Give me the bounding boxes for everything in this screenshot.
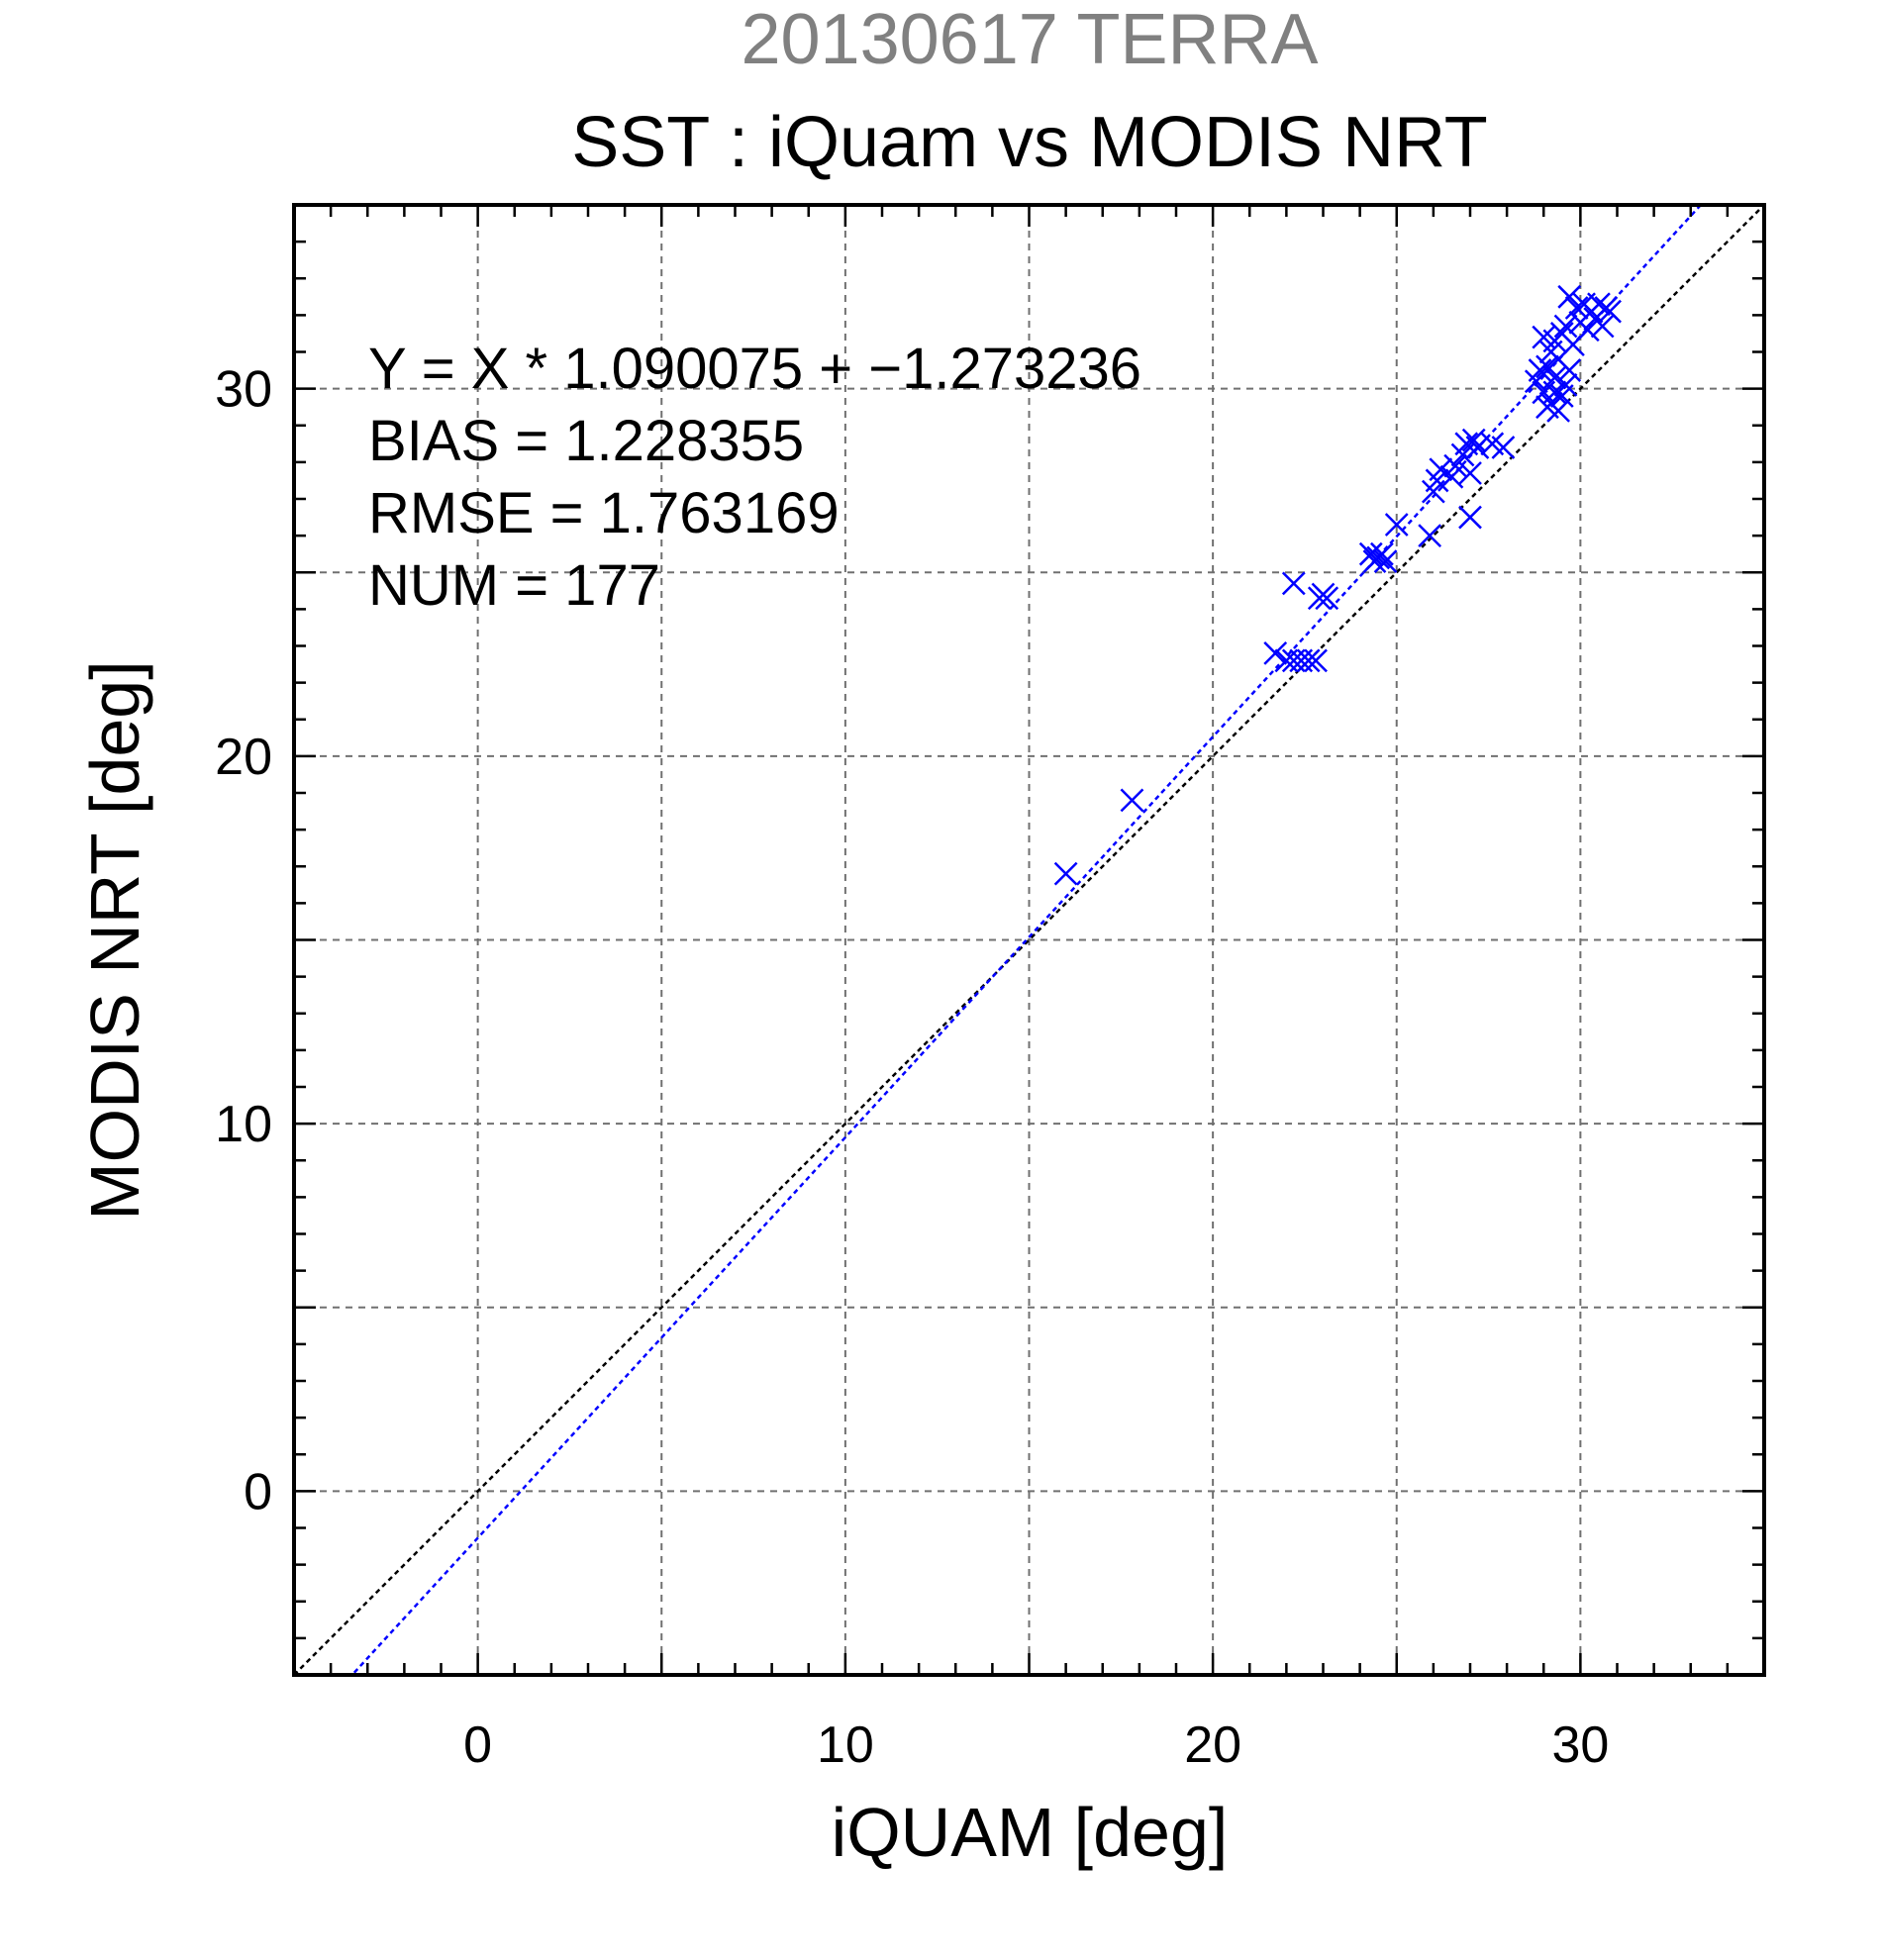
marker-stroke <box>1370 541 1394 566</box>
data-point <box>1532 325 1556 349</box>
data-point <box>1542 380 1567 405</box>
data-point <box>1553 314 1578 339</box>
marker-stroke <box>1373 549 1398 573</box>
data-point <box>1557 284 1582 309</box>
data-point <box>1587 292 1611 317</box>
marker-stroke <box>1564 296 1589 320</box>
marker-stroke <box>1053 861 1078 886</box>
data-points <box>1053 284 1622 886</box>
marker-stroke <box>1587 292 1611 317</box>
x-tick-label: 0 <box>463 1716 492 1774</box>
marker-stroke <box>1532 325 1556 349</box>
data-point <box>1557 358 1582 382</box>
num-text: NUM = 177 <box>368 553 660 618</box>
chart-subtitle: SST : iQuam vs MODIS NRT <box>571 103 1488 182</box>
y-tick-label: 30 <box>215 361 272 419</box>
marker-stroke <box>1532 380 1556 405</box>
marker-stroke <box>1491 436 1516 459</box>
data-point <box>1465 436 1490 459</box>
data-point <box>1564 296 1589 320</box>
marker-stroke <box>1598 299 1622 324</box>
fit-equation: Y = X * 1.090075 + −1.273236 <box>368 337 1141 401</box>
x-tick-label: 10 <box>817 1716 874 1774</box>
data-point <box>1575 318 1600 343</box>
marker-stroke <box>1296 648 1321 673</box>
reference-lines <box>294 205 1764 1675</box>
y-tick-label: 0 <box>244 1463 272 1520</box>
data-point <box>1528 358 1552 382</box>
marker-stroke <box>1358 541 1383 566</box>
x-tick-labels: 0 10 20 30 <box>463 1716 1609 1774</box>
marker-stroke <box>1553 373 1578 397</box>
chart-title: 20130617 TERRA <box>741 0 1318 79</box>
data-point <box>1461 428 1486 452</box>
marker-stroke <box>1575 318 1600 343</box>
bias-text: BIAS = 1.228355 <box>368 409 804 473</box>
data-point <box>1532 380 1556 405</box>
data-point <box>1491 436 1516 459</box>
data-point <box>1120 788 1144 813</box>
marker-stroke <box>1443 453 1468 478</box>
rmse-text: RMSE = 1.763169 <box>368 481 840 545</box>
grid-lines <box>294 205 1764 1675</box>
data-point <box>1443 453 1468 478</box>
x-tick-label: 30 <box>1551 1716 1609 1774</box>
data-point <box>1598 299 1622 324</box>
marker-stroke <box>1546 399 1570 423</box>
marker-stroke <box>1263 641 1288 665</box>
marker-stroke <box>1465 436 1490 459</box>
regression-line <box>350 205 1703 1675</box>
marker-stroke <box>1528 358 1552 382</box>
marker-stroke <box>1315 586 1339 611</box>
data-point <box>1053 861 1078 886</box>
marker-stroke <box>1480 432 1505 456</box>
data-point <box>1535 354 1559 379</box>
marker-stroke <box>1553 314 1578 339</box>
data-point <box>1358 541 1383 566</box>
identity-line <box>294 205 1764 1675</box>
data-point <box>1281 571 1306 596</box>
y-tick-label: 20 <box>215 729 272 786</box>
data-point <box>1263 641 1288 665</box>
marker-stroke <box>1304 648 1328 673</box>
marker-stroke <box>1458 505 1482 530</box>
marker-stroke <box>1120 788 1144 813</box>
data-point <box>1458 505 1482 530</box>
data-point <box>1590 314 1615 339</box>
marker-stroke <box>1590 314 1615 339</box>
data-point <box>1384 513 1409 537</box>
data-point <box>1304 648 1328 673</box>
data-point <box>1429 457 1453 482</box>
data-point <box>1373 549 1398 573</box>
marker-stroke <box>1535 395 1559 420</box>
marker-stroke <box>1458 461 1482 485</box>
data-point <box>1553 373 1578 397</box>
marker-stroke <box>1418 524 1442 548</box>
marker-stroke <box>1542 380 1567 405</box>
marker-stroke <box>1557 358 1582 382</box>
y-tick-label: 10 <box>215 1096 272 1153</box>
marker-stroke <box>1557 284 1582 309</box>
marker-stroke <box>1281 571 1306 596</box>
data-point <box>1418 524 1442 548</box>
data-point <box>1296 648 1321 673</box>
data-point <box>1458 461 1482 485</box>
marker-stroke <box>1384 513 1409 537</box>
x-axis-label: iQUAM [deg] <box>832 1794 1229 1871</box>
y-tick-labels: 0 10 20 30 <box>215 361 272 1521</box>
marker-stroke <box>1461 428 1486 452</box>
y-axis-label: MODIS NRT [deg] <box>76 660 153 1220</box>
data-point <box>1535 395 1559 420</box>
data-point <box>1370 541 1394 566</box>
marker-stroke <box>1454 432 1479 456</box>
x-tick-label: 20 <box>1184 1716 1241 1774</box>
plot-frame <box>292 203 1766 1677</box>
data-point <box>1315 586 1339 611</box>
marker-stroke <box>1429 457 1453 482</box>
marker-stroke <box>1535 354 1559 379</box>
marker-stroke <box>1549 322 1574 345</box>
statistics-annotation: Y = X * 1.090075 + −1.273236 BIAS = 1.22… <box>368 337 1141 618</box>
